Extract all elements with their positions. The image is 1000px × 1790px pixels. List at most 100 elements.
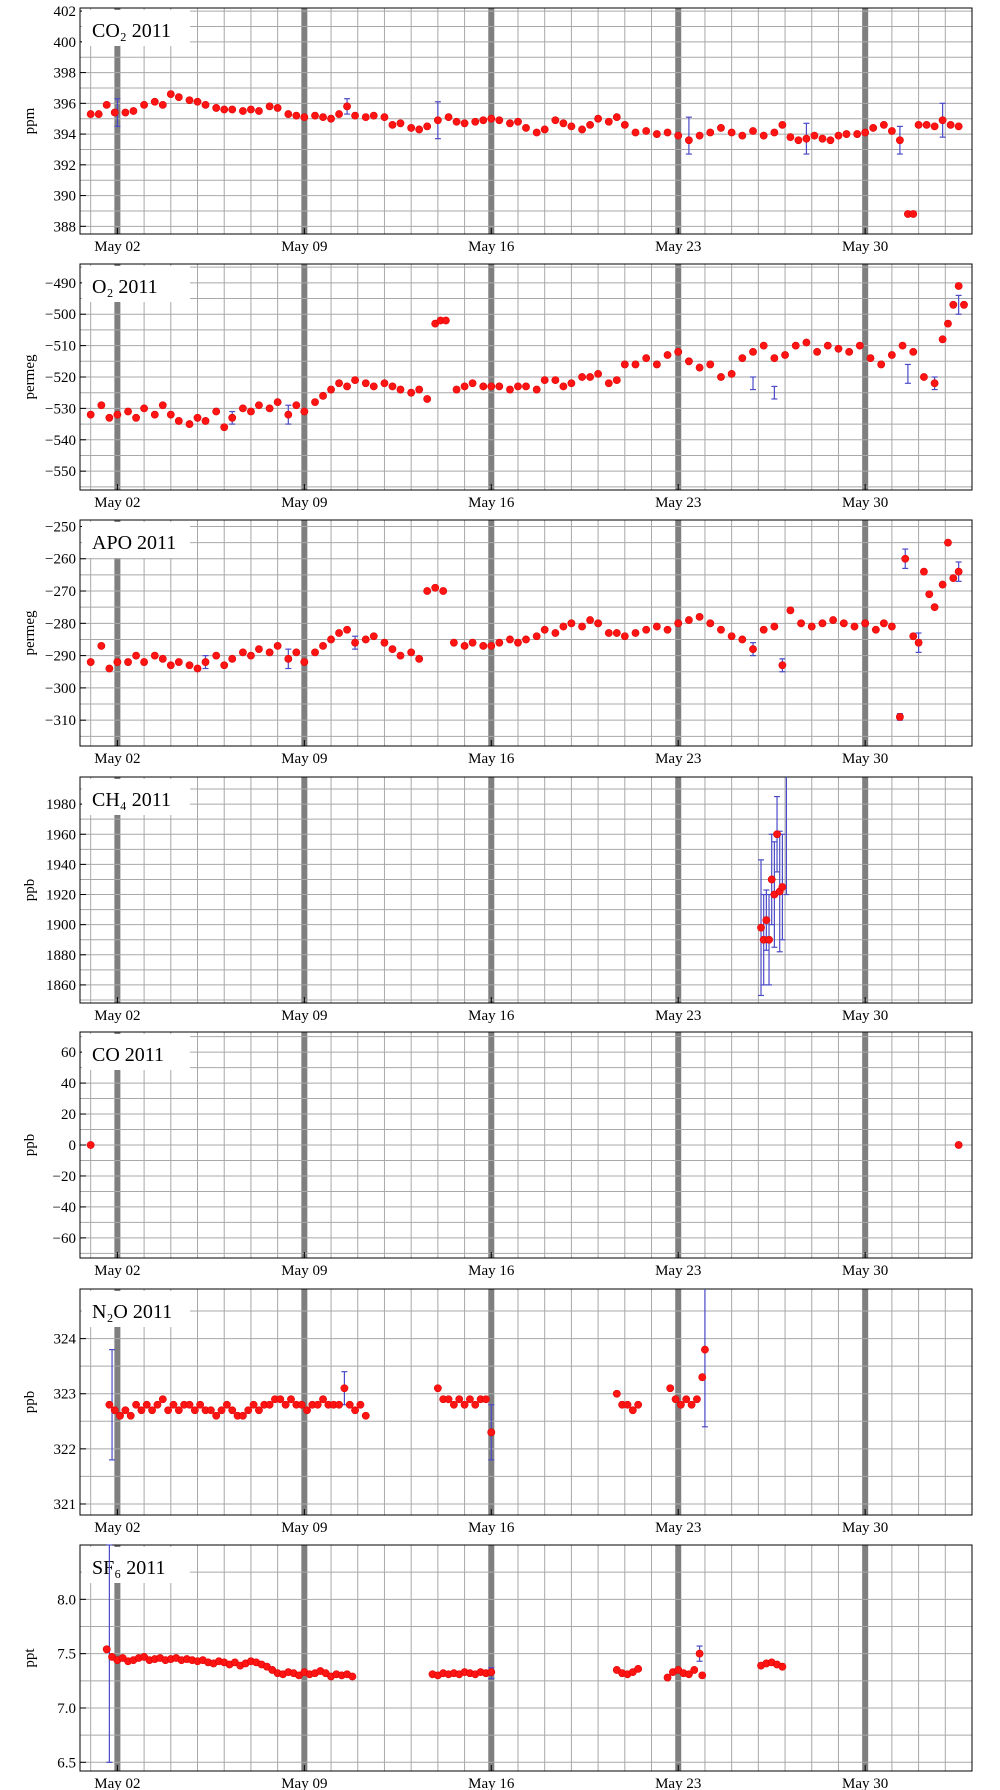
chart-title: CO₂ 2011 [92, 20, 171, 42]
data-point [695, 131, 704, 140]
data-point [150, 651, 159, 660]
data-point [604, 629, 613, 637]
data-point [514, 382, 522, 391]
data-point [567, 379, 576, 388]
chart-panel-sf6: 6.5 7.0 7.5 8.0 May 02 May 09 May 16 May 23 May … [22, 1544, 973, 1790]
series-points [105, 1345, 709, 1437]
series-points [86, 282, 968, 432]
y-tick-label: −60 [53, 1231, 76, 1247]
week-marker [675, 8, 682, 234]
chart-panel-co2: 388 390 392 394 396 398 400 402 May 02 May 09 May … [22, 4, 973, 255]
y-tick-label: −520 [45, 370, 76, 386]
x-tick-label: May 16 [468, 1520, 515, 1536]
data-point [97, 642, 106, 650]
data-point [695, 1649, 704, 1658]
data-point [685, 136, 693, 145]
y-tick-label: 388 [54, 219, 77, 235]
data-point [468, 638, 477, 647]
data-point [396, 119, 405, 128]
data-point [818, 134, 827, 143]
data-point [142, 1400, 151, 1409]
data-point [879, 619, 888, 628]
data-point [140, 100, 148, 109]
data-point [773, 830, 781, 839]
data-point [185, 420, 194, 428]
y-tick-label: −290 [45, 649, 76, 665]
data-point [150, 410, 159, 419]
data-point [514, 638, 522, 647]
data-point [158, 100, 167, 109]
data-point [441, 316, 450, 325]
data-point [97, 401, 106, 410]
y-axis-label: permeg [22, 610, 38, 655]
data-point [938, 335, 947, 344]
data-point [495, 638, 504, 647]
data-point [174, 417, 183, 425]
data-point [311, 398, 319, 407]
data-point [727, 128, 736, 137]
week-marker [114, 777, 121, 1003]
y-tick-label: 1880 [46, 948, 76, 964]
data-point [674, 131, 683, 140]
data-point [196, 1400, 205, 1409]
data-point [898, 341, 907, 350]
data-point [930, 379, 939, 388]
data-point [671, 1395, 680, 1404]
y-tick-label: 398 [54, 66, 77, 82]
data-point [487, 1668, 496, 1677]
data-point [839, 619, 848, 628]
data-point [634, 1664, 643, 1673]
x-tick-label: May 23 [655, 1520, 701, 1536]
data-point [220, 423, 229, 432]
data-point [586, 373, 594, 381]
data-point [105, 1400, 114, 1409]
week-marker [301, 777, 308, 1003]
data-point [938, 580, 947, 589]
data-point [423, 122, 432, 131]
x-tick-label: May 02 [94, 1263, 140, 1279]
data-point [802, 338, 811, 347]
data-point [356, 1400, 365, 1409]
data-point [110, 1406, 119, 1415]
x-tick-label: May 16 [468, 495, 515, 511]
week-marker [862, 777, 869, 1003]
plot-frame [79, 1544, 973, 1772]
data-point [666, 1384, 675, 1393]
data-point [551, 376, 560, 385]
title-box [82, 1547, 190, 1583]
data-point [273, 104, 282, 112]
data-point [273, 398, 282, 407]
data-point [201, 658, 210, 666]
data-point [471, 1400, 480, 1409]
error-bar [701, 1289, 708, 1428]
data-point [687, 1400, 696, 1409]
x-tick-label: May 09 [281, 1776, 327, 1790]
data-point [594, 369, 603, 378]
data-point [468, 379, 477, 388]
data-point [439, 587, 448, 595]
data-point [276, 1395, 285, 1404]
data-point [770, 354, 779, 363]
data-point [140, 404, 148, 413]
data-point [351, 111, 359, 120]
data-point [86, 1141, 95, 1149]
data-point [909, 632, 918, 641]
data-point [137, 1406, 146, 1415]
data-point [327, 635, 335, 644]
data-point [148, 1406, 157, 1415]
y-tick-label: 1860 [46, 978, 76, 994]
data-point [313, 1400, 322, 1409]
data-point [685, 357, 693, 366]
data-point [380, 113, 389, 122]
data-point [193, 664, 202, 673]
y-tick-label: −260 [45, 552, 76, 568]
y-axis-label: ppt [22, 1648, 38, 1668]
data-point [522, 382, 530, 391]
data-point [853, 130, 862, 138]
data-point [487, 1428, 496, 1437]
data-point [487, 642, 496, 650]
data-point [185, 661, 194, 670]
data-point [247, 407, 255, 416]
data-point [129, 107, 138, 115]
data-point [121, 1406, 130, 1415]
